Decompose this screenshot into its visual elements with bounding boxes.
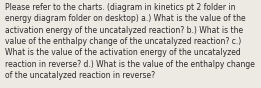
Text: Please refer to the charts. (diagram in kinetics pt 2 folder in
energy diagram f: Please refer to the charts. (diagram in … <box>5 3 254 80</box>
